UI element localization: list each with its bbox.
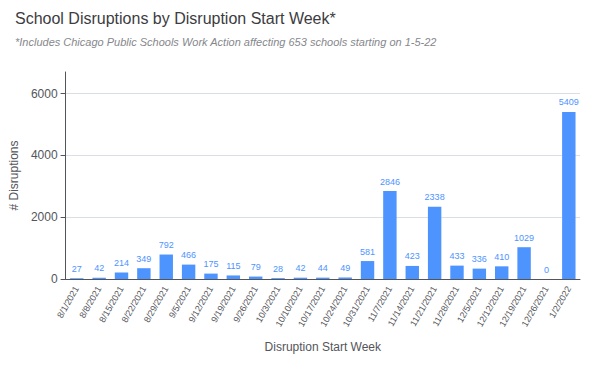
- svg-text:336: 336: [472, 254, 487, 264]
- svg-text:28: 28: [273, 264, 283, 274]
- svg-text:10/31/2021: 10/31/2021: [341, 284, 372, 328]
- svg-text:423: 423: [405, 251, 420, 261]
- svg-text:6000: 6000: [31, 87, 58, 101]
- svg-text:9/5/2021: 9/5/2021: [166, 284, 193, 320]
- svg-text:4000: 4000: [31, 148, 58, 162]
- svg-text:School Disruptions by Disrupti: School Disruptions by Disruption Start W…: [15, 10, 336, 27]
- svg-text:8/22/2021: 8/22/2021: [119, 284, 149, 325]
- svg-text:42: 42: [94, 263, 104, 273]
- svg-text:10/10/2021: 10/10/2021: [273, 284, 305, 329]
- svg-text:# Disruptions: # Disruptions: [7, 140, 21, 210]
- svg-text:12/26/2021: 12/26/2021: [520, 284, 551, 328]
- svg-text:12/5/2021: 12/5/2021: [455, 284, 484, 325]
- svg-text:1/2/2022: 1/2/2022: [547, 284, 573, 319]
- svg-text:11/21/2021: 11/21/2021: [408, 284, 439, 328]
- svg-text:*Includes Chicago Public Schoo: *Includes Chicago Public Schools Work Ac…: [15, 36, 437, 48]
- svg-text:9/19/2021: 9/19/2021: [209, 284, 238, 325]
- svg-text:214: 214: [114, 258, 129, 268]
- svg-text:42: 42: [295, 263, 305, 273]
- svg-text:10/24/2021: 10/24/2021: [318, 284, 350, 329]
- svg-text:11/28/2021: 11/28/2021: [431, 284, 462, 327]
- svg-text:2338: 2338: [425, 192, 445, 202]
- svg-text:79: 79: [251, 262, 261, 272]
- svg-text:466: 466: [181, 250, 196, 260]
- svg-text:5409: 5409: [559, 97, 579, 107]
- svg-text:9/12/2021: 9/12/2021: [186, 284, 216, 325]
- svg-text:8/8/2021: 8/8/2021: [77, 284, 104, 320]
- svg-text:10/17/2021: 10/17/2021: [296, 284, 328, 329]
- svg-text:11/7/2021: 11/7/2021: [365, 284, 395, 324]
- svg-text:410: 410: [494, 252, 509, 262]
- svg-text:1029: 1029: [514, 233, 534, 243]
- svg-text:12/19/2021: 12/19/2021: [497, 284, 529, 329]
- svg-text:8/1/2021: 8/1/2021: [55, 284, 82, 320]
- svg-text:433: 433: [449, 251, 464, 261]
- svg-text:115: 115: [226, 261, 240, 271]
- svg-text:10/3/2021: 10/3/2021: [253, 284, 283, 325]
- svg-text:0: 0: [51, 272, 58, 286]
- svg-text:27: 27: [72, 264, 82, 274]
- svg-text:9/26/2021: 9/26/2021: [231, 284, 260, 325]
- svg-text:11/14/2021: 11/14/2021: [385, 284, 417, 328]
- svg-text:175: 175: [203, 259, 218, 269]
- svg-text:349: 349: [136, 254, 151, 264]
- svg-text:792: 792: [159, 240, 174, 250]
- svg-text:Disruption Start Week: Disruption Start Week: [265, 340, 382, 354]
- svg-text:8/15/2021: 8/15/2021: [97, 284, 126, 325]
- svg-text:581: 581: [360, 247, 375, 257]
- svg-text:2000: 2000: [31, 210, 58, 224]
- svg-text:12/12/2021: 12/12/2021: [474, 284, 507, 329]
- svg-text:8/29/2021: 8/29/2021: [142, 284, 171, 324]
- svg-text:44: 44: [318, 263, 328, 273]
- svg-text:0: 0: [544, 265, 549, 275]
- svg-text:2846: 2846: [380, 177, 400, 187]
- svg-text:49: 49: [340, 263, 350, 273]
